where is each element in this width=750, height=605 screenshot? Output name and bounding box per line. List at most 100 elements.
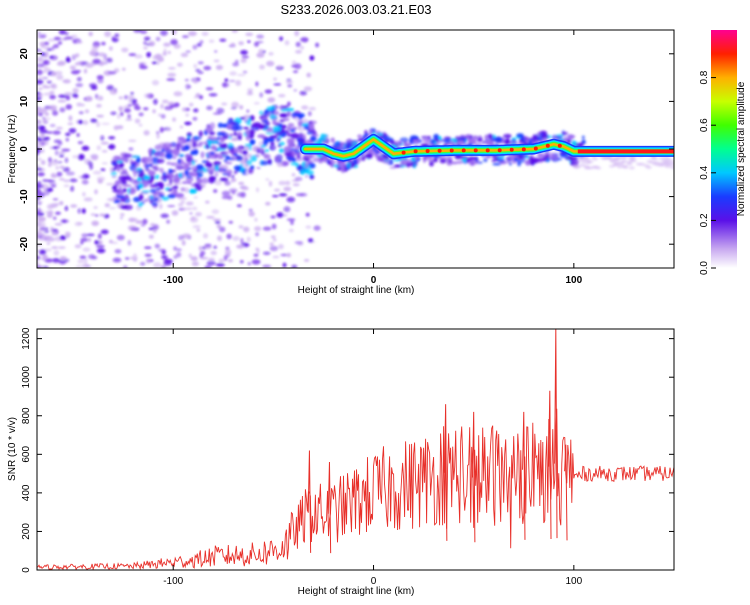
noise-blob xyxy=(128,147,134,151)
signal-blob xyxy=(124,193,129,200)
noise-blob xyxy=(37,57,44,63)
noise-blob xyxy=(74,221,82,227)
noise-blob xyxy=(219,226,226,233)
noise-blob xyxy=(55,126,63,130)
noise-blob xyxy=(304,259,310,262)
signal-blob xyxy=(278,141,286,146)
noise-blob xyxy=(134,118,141,124)
noise-blob xyxy=(295,49,302,54)
signal-blob xyxy=(174,143,178,149)
noise-blob xyxy=(276,212,284,218)
y-tick-label: 800 xyxy=(21,407,32,424)
noise-blob xyxy=(143,93,151,99)
noise-blob xyxy=(120,111,124,117)
signal-blob xyxy=(202,160,207,164)
noise-blob xyxy=(283,206,291,213)
noise-blob xyxy=(212,112,222,115)
noise-blob xyxy=(100,229,109,235)
track-peak-dot xyxy=(485,148,490,153)
signal-blob xyxy=(270,141,275,147)
signal-blob xyxy=(260,160,269,166)
signal-blob xyxy=(111,185,118,190)
track-peak-dot xyxy=(425,149,430,153)
haze-blob xyxy=(653,161,660,165)
signal-blob xyxy=(477,138,483,142)
noise-blob xyxy=(198,246,202,251)
noise-blob xyxy=(242,70,248,74)
noise-blob xyxy=(134,54,143,59)
signal-blob xyxy=(199,141,203,145)
noise-blob xyxy=(37,197,40,201)
signal-blob xyxy=(246,122,252,126)
signal-blob xyxy=(147,170,156,177)
signal-blob xyxy=(165,183,173,187)
noise-blob xyxy=(56,171,63,177)
noise-blob xyxy=(199,95,203,100)
noise-blob xyxy=(228,188,238,193)
noise-blob xyxy=(82,120,89,125)
signal-blob xyxy=(286,138,295,145)
noise-blob xyxy=(143,46,148,50)
signal-blob xyxy=(413,162,417,169)
noise-blob xyxy=(57,99,67,103)
signal-blob xyxy=(192,136,202,141)
signal-blob xyxy=(173,176,181,184)
noise-blob xyxy=(188,253,192,258)
noise-blob xyxy=(78,111,84,115)
signal-blob xyxy=(304,161,309,169)
signal-blob xyxy=(113,199,121,204)
noise-blob xyxy=(278,94,286,98)
noise-blob xyxy=(231,101,240,108)
noise-blob xyxy=(204,265,212,268)
noise-blob xyxy=(214,221,221,224)
signal-blob xyxy=(298,132,303,138)
noise-blob xyxy=(77,259,85,264)
noise-blob xyxy=(144,253,152,257)
track-peak-dot xyxy=(473,148,478,153)
noise-blob xyxy=(153,262,162,268)
noise-blob xyxy=(96,145,102,151)
signal-blob xyxy=(233,130,237,137)
noise-blob xyxy=(163,42,171,47)
noise-blob xyxy=(73,40,77,44)
signal-blob xyxy=(327,160,332,165)
noise-blob xyxy=(47,210,54,215)
noise-blob xyxy=(313,225,321,231)
noise-blob xyxy=(37,48,42,52)
noise-blob xyxy=(43,92,52,96)
noise-blob xyxy=(64,205,69,211)
noise-blob xyxy=(59,201,64,206)
noise-blob xyxy=(213,59,220,63)
noise-blob xyxy=(46,204,54,210)
noise-blob xyxy=(46,131,53,134)
noise-blob xyxy=(152,61,157,65)
signal-blob xyxy=(297,166,303,170)
signal-blob xyxy=(192,141,197,148)
signal-blob xyxy=(151,156,159,162)
noise-blob xyxy=(52,130,61,135)
noise-blob xyxy=(173,91,183,97)
noise-blob xyxy=(96,104,102,108)
signal-blob xyxy=(272,125,282,133)
spectrogram-x-axis-label: Height of straight line (km) xyxy=(298,285,415,296)
signal-blob xyxy=(520,136,526,142)
noise-blob xyxy=(159,203,163,210)
noise-blob xyxy=(300,45,304,50)
signal-blob xyxy=(276,137,281,141)
noise-blob xyxy=(101,41,106,46)
noise-blob xyxy=(59,235,67,241)
noise-blob xyxy=(217,235,222,242)
noise-blob xyxy=(215,65,223,70)
signal-blob xyxy=(116,166,121,173)
noise-blob xyxy=(295,41,301,48)
signal-blob xyxy=(233,165,242,171)
noise-blob xyxy=(212,218,222,222)
signal-blob xyxy=(333,141,342,148)
noise-blob xyxy=(37,157,42,161)
noise-blob xyxy=(278,244,284,250)
signal-blob xyxy=(351,140,359,143)
signal-blob xyxy=(468,156,478,160)
noise-blob xyxy=(152,54,161,61)
noise-blob xyxy=(81,208,86,214)
noise-blob xyxy=(64,231,71,237)
